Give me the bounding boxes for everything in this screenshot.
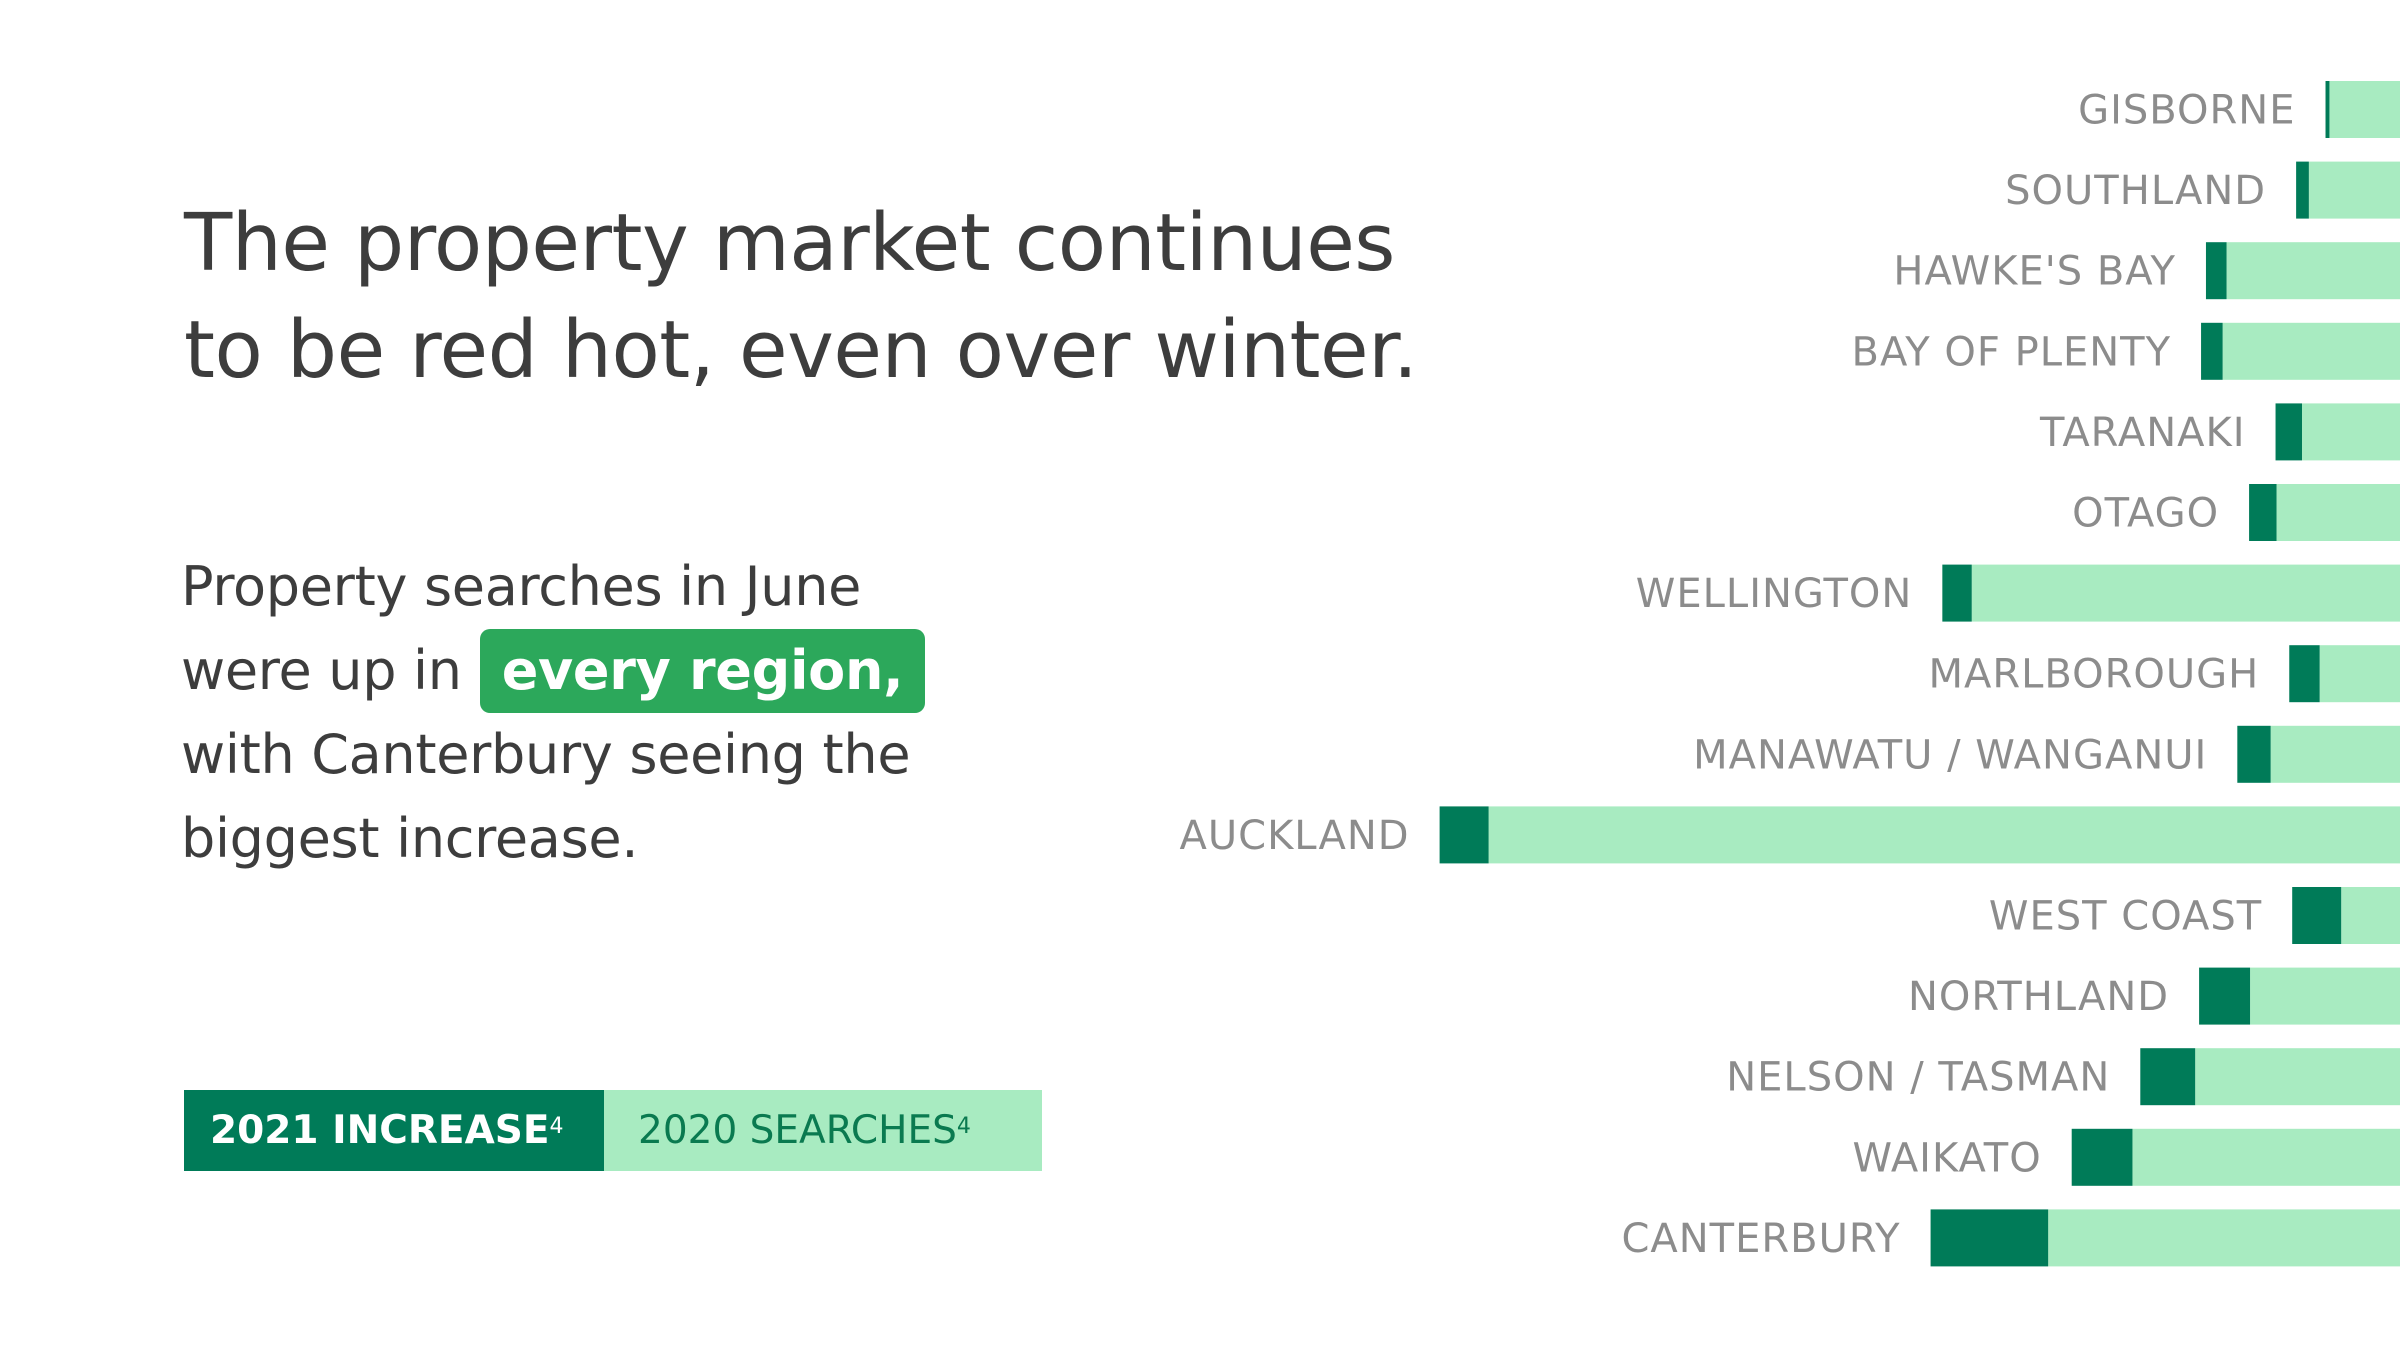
body-line-2-prefix: were up in	[181, 639, 462, 702]
legend-increase: 2021 INCREASE4	[184, 1090, 604, 1171]
bar-2021-increase-9	[1439, 806, 1489, 864]
category-label-12: NELSON / TASMAN	[1726, 1055, 2110, 1101]
category-label-0: GISBORNE	[2078, 88, 2295, 134]
bar-2020-searches-6	[1971, 564, 2400, 622]
bar-2020-searches-3	[2222, 322, 2400, 380]
category-label-3: BAY OF PLENTY	[1852, 329, 2172, 375]
bar-2020-searches-2	[2226, 242, 2400, 300]
body-line-3: with Canterbury seeing the	[181, 723, 911, 786]
bar-2021-increase-14	[1930, 1209, 2049, 1267]
bar-2021-increase-3	[2201, 322, 2223, 380]
category-label-11: NORTHLAND	[1908, 974, 2169, 1020]
bar-2021-increase-4	[2275, 403, 2302, 461]
bar-2020-searches-0	[2329, 81, 2400, 138]
bar-2021-increase-0	[2325, 81, 2330, 138]
bar-2020-searches-10	[2341, 887, 2400, 944]
bar-2021-increase-10	[2292, 887, 2342, 944]
category-label-4: TARANAKI	[2039, 410, 2246, 456]
bar-2021-increase-11	[2199, 967, 2251, 1025]
bar-2020-searches-9	[1488, 806, 2400, 864]
headline-line-1: The property market continues	[184, 197, 1395, 289]
category-label-10: WEST COAST	[1989, 894, 2262, 940]
category-label-1: SOUTHLAND	[2005, 168, 2266, 214]
bar-2020-searches-1	[2308, 161, 2400, 219]
category-label-8: MANAWATU / WANGANUI	[1693, 732, 2207, 778]
category-label-7: MARLBOROUGH	[1928, 652, 2259, 698]
legend-searches-footnote: 4	[956, 1114, 971, 1139]
bar-2021-increase-1	[2296, 161, 2309, 219]
headline: The property market continues to be red …	[184, 190, 1504, 404]
body-line-4: biggest increase.	[181, 807, 639, 870]
bar-2021-increase-13	[2071, 1128, 2133, 1186]
bar-2021-increase-12	[2140, 1048, 2196, 1106]
legend-increase-label: 2021 INCREASE	[210, 1108, 550, 1153]
legend-increase-footnote: 4	[549, 1114, 564, 1139]
bar-2020-searches-8	[2270, 725, 2400, 783]
category-label-5: OTAGO	[2072, 491, 2219, 537]
category-label-6: WELLINGTON	[1636, 571, 1913, 617]
bar-2021-increase-6	[1942, 564, 1972, 622]
body-line-2: were up in every region,	[181, 629, 926, 713]
bar-2021-increase-7	[2289, 645, 2320, 703]
legend-searches-label: 2020 SEARCHES	[638, 1108, 957, 1153]
bar-2021-increase-5	[2249, 484, 2277, 541]
bar-2021-increase-2	[2205, 242, 2227, 300]
body-text: Property searches in June were up in ever…	[181, 545, 926, 881]
highlight-pill: every region,	[479, 629, 926, 713]
bar-2020-searches-11	[2250, 967, 2400, 1025]
bar-2020-searches-5	[2276, 484, 2400, 541]
body-line-1: Property searches in June	[181, 555, 862, 618]
category-label-14: CANTERBURY	[1621, 1216, 1900, 1262]
bar-2020-searches-4	[2302, 403, 2400, 461]
bar-2020-searches-12	[2195, 1048, 2400, 1106]
legend: 2021 INCREASE4 2020 SEARCHES4	[184, 1090, 1042, 1171]
bar-2021-increase-8	[2237, 725, 2271, 783]
category-label-13: WAIKATO	[1852, 1135, 2041, 1181]
legend-searches: 2020 SEARCHES4	[604, 1090, 1042, 1171]
bar-2020-searches-14	[2048, 1209, 2400, 1267]
bar-2020-searches-7	[2319, 645, 2400, 703]
headline-line-2: to be red hot, even over winter.	[184, 304, 1418, 396]
category-label-2: HAWKE'S BAY	[1893, 249, 2176, 295]
bar-2020-searches-13	[2132, 1128, 2400, 1186]
category-label-9: AUCKLAND	[1180, 813, 1410, 859]
